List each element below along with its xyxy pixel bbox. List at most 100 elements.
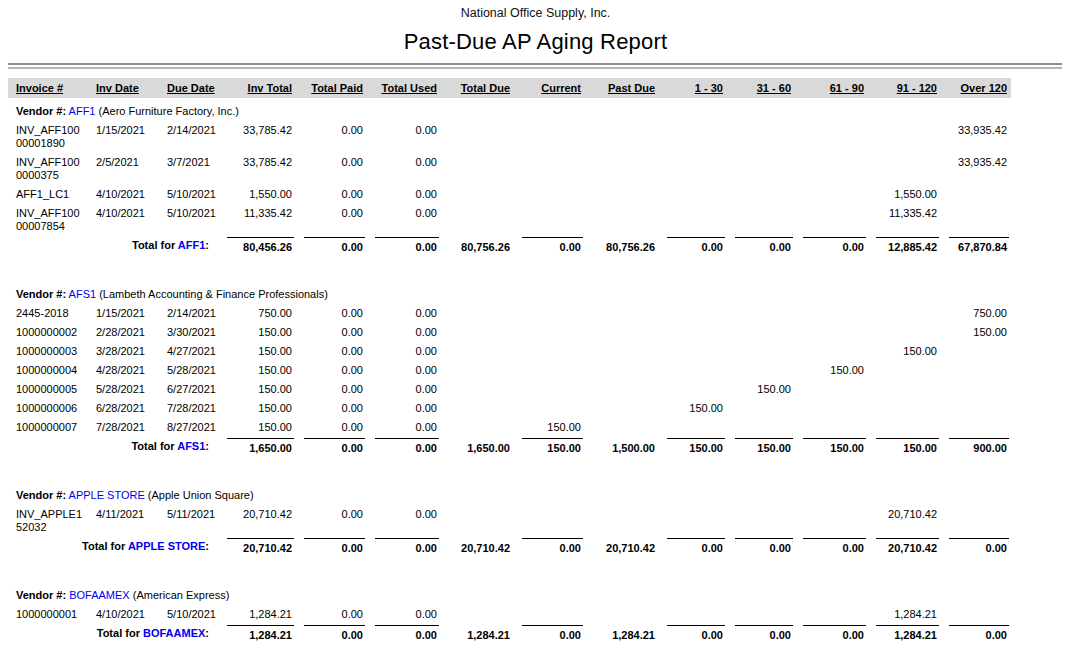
cell-91-120: [868, 303, 941, 322]
cell-total-used: 0.00: [367, 322, 441, 341]
invoice-row: INV_AFF100000078544/10/20215/10/202111,3…: [8, 203, 1011, 235]
cell-past-due: [585, 604, 659, 623]
total-value-ruled: 0.00: [522, 237, 583, 253]
col-header-31-60: 31 - 60: [727, 78, 795, 98]
total-value-ruled: 0.00: [375, 438, 439, 454]
vendor-name: (Lambeth Accounting & Finance Profession…: [99, 288, 328, 300]
cell-1-30: [659, 360, 727, 379]
total-cell-total-due: 1,650.00: [441, 436, 514, 459]
vendor-code-link[interactable]: APPLE STORE: [125, 540, 205, 552]
cell-invoice: INV_AFF10000001890: [8, 120, 88, 152]
cell-inv-total: 750.00: [219, 303, 296, 322]
cell-inv-total: 1,550.00: [219, 184, 296, 203]
cell-total-paid: 0.00: [296, 120, 367, 152]
cell-total-paid: 0.00: [296, 398, 367, 417]
total-value-ruled: 0.00: [803, 538, 866, 554]
cell-invoice: AFF1_LC1: [8, 184, 88, 203]
total-cell-inv-total: 1,284.21: [219, 623, 296, 646]
cell-invoice: 1000000007: [8, 417, 88, 436]
total-cell-past-due: 20,710.42: [585, 536, 659, 559]
vendor-name: (American Express): [133, 589, 230, 601]
vendor-heading: Vendor #: AFF1 (Aero Furniture Factory, …: [8, 98, 1011, 120]
cell-61-90: [795, 203, 868, 235]
total-cell-inv-total: 1,650.00: [219, 436, 296, 459]
cell-due-date: 5/11/2021: [159, 504, 219, 536]
col-header-invoice: Invoice #: [8, 78, 88, 98]
total-value: 1,284.21: [593, 625, 657, 641]
total-value-ruled: 0.00: [522, 625, 583, 641]
cell-total-used: 0.00: [367, 504, 441, 536]
cell-91-120: 1,284.21: [868, 604, 941, 623]
total-cell-total-used: 0.00: [367, 235, 441, 258]
total-value-ruled: 20,710.42: [227, 538, 294, 554]
cell-past-due: [585, 203, 659, 235]
invoice-row: 2445-20181/15/20212/14/2021750.000.000.0…: [8, 303, 1011, 322]
cell-91-120: [868, 417, 941, 436]
invoice-row: 10000000055/28/20216/27/2021150.000.000.…: [8, 379, 1011, 398]
vendor-code-link[interactable]: BOFAAMEX: [140, 627, 205, 639]
total-label-colon: :: [205, 239, 209, 251]
total-cell-total-due: 80,756.26: [441, 235, 514, 258]
total-value-ruled: 0.00: [803, 625, 866, 641]
total-label-colon: :: [205, 540, 209, 552]
total-cell-31-60: 0.00: [727, 536, 795, 559]
cell-61-90: [795, 120, 868, 152]
total-value-ruled: 150.00: [735, 438, 793, 454]
vendor-code-link[interactable]: APPLE STORE: [66, 489, 148, 501]
cell-total-used: 0.00: [367, 203, 441, 235]
total-cell-over-120: 0.00: [941, 623, 1011, 646]
cell-total-paid: 0.00: [296, 341, 367, 360]
total-value-ruled: 900.00: [949, 438, 1009, 454]
cell-total-due: [441, 152, 514, 184]
cell-invoice: 1000000002: [8, 322, 88, 341]
total-cell-current: 0.00: [514, 536, 585, 559]
total-value-ruled: 0.00: [949, 625, 1009, 641]
cell-total-paid: 0.00: [296, 379, 367, 398]
total-cell-61-90: 0.00: [795, 536, 868, 559]
cell-31-60: [727, 303, 795, 322]
total-cell-31-60: 0.00: [727, 235, 795, 258]
cell-past-due: [585, 379, 659, 398]
total-cell-inv-total: 80,456.26: [219, 235, 296, 258]
cell-31-60: [727, 152, 795, 184]
cell-inv-total: 20,710.42: [219, 504, 296, 536]
cell-inv-date: 1/15/2021: [88, 303, 159, 322]
cell-due-date: 5/10/2021: [159, 203, 219, 235]
cell-61-90: [795, 152, 868, 184]
invoice-row: INV_APPLE1520324/11/20215/11/202120,710.…: [8, 504, 1011, 536]
cell-total-paid: 0.00: [296, 184, 367, 203]
company-name: National Office Supply, Inc.: [0, 0, 1071, 20]
total-value-ruled: 67,870.84: [949, 237, 1009, 253]
cell-61-90: 150.00: [795, 360, 868, 379]
total-value-ruled: 150.00: [667, 438, 725, 454]
cell-invoice: INV_AFF1000000375: [8, 152, 88, 184]
vendor-code-link[interactable]: BOFAAMEX: [66, 589, 133, 601]
cell-inv-total: 150.00: [219, 417, 296, 436]
vendor-prefix-label: Vendor #:: [16, 589, 66, 601]
cell-invoice: 1000000003: [8, 341, 88, 360]
total-cell-total-used: 0.00: [367, 436, 441, 459]
vendor-total-row: Total for BOFAAMEX:1,284.210.000.001,284…: [8, 623, 1011, 646]
cell-61-90: [795, 184, 868, 203]
invoice-row: 10000000014/10/20215/10/20211,284.210.00…: [8, 604, 1011, 623]
total-cell-total-paid: 0.00: [296, 235, 367, 258]
cell-61-90: [795, 604, 868, 623]
cell-inv-date: 2/28/2021: [88, 322, 159, 341]
vendor-code-link[interactable]: AFF1: [175, 239, 205, 251]
vendor-code-link[interactable]: AFF1: [66, 105, 98, 117]
cell-total-due: [441, 604, 514, 623]
cell-over-120: [941, 203, 1011, 235]
invoice-row: 10000000044/28/20215/28/2021150.000.000.…: [8, 360, 1011, 379]
cell-31-60: [727, 360, 795, 379]
cell-total-due: [441, 322, 514, 341]
total-value-ruled: 0.00: [667, 625, 725, 641]
invoice-row: AFF1_LC14/10/20215/10/20211,550.000.000.…: [8, 184, 1011, 203]
total-value: 20,710.42: [449, 538, 512, 554]
cell-past-due: [585, 303, 659, 322]
vendor-code-link[interactable]: AFS1: [66, 288, 99, 300]
vendor-code-link[interactable]: AFS1: [175, 440, 206, 452]
total-cell-past-due: 1,500.00: [585, 436, 659, 459]
cell-due-date: 6/27/2021: [159, 379, 219, 398]
cell-inv-date: 4/11/2021: [88, 504, 159, 536]
cell-past-due: [585, 360, 659, 379]
